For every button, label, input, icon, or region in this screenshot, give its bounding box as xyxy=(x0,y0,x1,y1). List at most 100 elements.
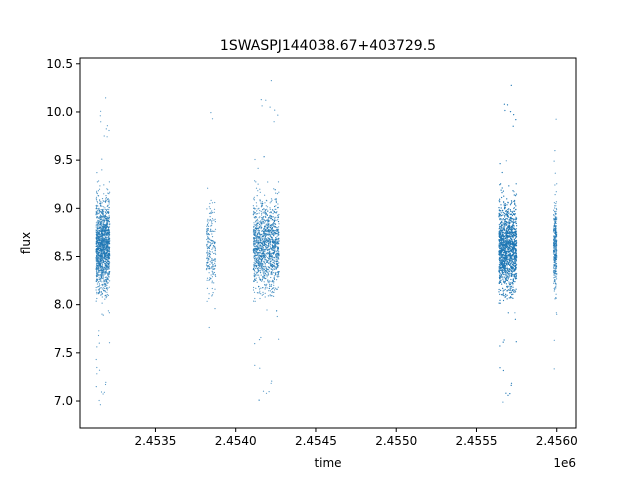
data-point xyxy=(262,272,264,274)
data-point xyxy=(96,246,98,248)
data-point xyxy=(256,236,258,238)
data-point xyxy=(253,250,255,252)
data-point xyxy=(253,224,255,226)
data-point xyxy=(273,210,275,213)
data-point xyxy=(104,207,106,209)
data-point xyxy=(255,239,258,241)
data-point xyxy=(96,216,98,218)
data-point xyxy=(265,255,267,257)
data-point xyxy=(105,224,107,226)
data-point xyxy=(272,209,274,212)
data-point xyxy=(210,228,212,230)
data-point xyxy=(276,279,278,281)
data-point xyxy=(97,265,99,268)
data-point xyxy=(104,266,106,268)
data-point xyxy=(97,286,99,288)
data-point xyxy=(95,280,97,282)
data-point xyxy=(104,283,106,286)
data-point xyxy=(211,210,213,212)
data-point xyxy=(211,242,213,244)
data-point xyxy=(256,271,258,273)
data-point xyxy=(100,201,102,203)
data-point xyxy=(277,260,279,262)
data-point xyxy=(101,261,103,263)
data-point xyxy=(101,267,103,269)
data-point xyxy=(258,264,261,266)
data-point xyxy=(255,187,258,189)
data-point xyxy=(95,231,97,233)
data-point xyxy=(210,274,212,276)
data-point xyxy=(100,248,102,250)
data-point xyxy=(102,259,104,261)
data-point xyxy=(106,211,108,213)
data-point xyxy=(104,257,106,259)
data-point xyxy=(211,240,213,242)
data-point xyxy=(264,222,266,224)
data-point xyxy=(107,223,109,225)
data-point xyxy=(209,253,212,255)
data-point xyxy=(270,198,273,200)
data-point xyxy=(253,266,255,268)
data-point xyxy=(106,245,108,247)
data-point xyxy=(98,223,100,225)
data-point xyxy=(102,260,105,262)
data-point xyxy=(263,219,266,221)
data-point xyxy=(109,253,111,255)
data-point xyxy=(214,258,217,260)
data-point xyxy=(101,313,103,315)
data-point xyxy=(96,181,98,183)
data-point xyxy=(211,230,213,232)
data-point xyxy=(257,248,260,250)
data-point xyxy=(100,241,102,243)
data-point xyxy=(98,239,100,241)
data-point xyxy=(100,110,102,112)
data-point xyxy=(255,273,257,276)
data-point xyxy=(95,198,97,200)
data-point xyxy=(208,279,210,281)
data-point xyxy=(106,278,108,280)
data-point xyxy=(256,245,258,247)
data-point xyxy=(512,286,514,288)
data-point xyxy=(108,203,110,205)
data-point xyxy=(214,259,216,261)
data-point xyxy=(100,272,102,274)
data-point xyxy=(208,238,210,240)
data-point xyxy=(254,212,256,214)
data-point xyxy=(264,194,266,196)
data-point xyxy=(504,288,506,291)
data-point xyxy=(274,248,276,250)
data-point xyxy=(277,214,279,216)
data-point xyxy=(100,247,102,249)
data-point xyxy=(97,260,99,262)
data-point xyxy=(99,115,101,117)
data-point xyxy=(103,257,105,259)
data-point xyxy=(97,228,99,230)
data-point xyxy=(273,252,275,254)
data-point xyxy=(101,198,104,200)
data-point xyxy=(258,256,260,258)
data-point xyxy=(254,267,256,270)
data-point xyxy=(261,267,263,269)
data-point xyxy=(277,272,280,274)
data-point xyxy=(267,279,269,281)
data-point xyxy=(104,254,106,257)
data-point xyxy=(105,233,107,236)
data-point xyxy=(213,282,215,284)
data-point xyxy=(514,228,516,231)
data-point xyxy=(208,247,210,249)
data-point xyxy=(96,221,98,223)
data-point xyxy=(105,213,108,215)
data-point xyxy=(108,267,110,269)
data-point xyxy=(267,226,269,228)
data-point xyxy=(260,272,262,274)
data-point xyxy=(212,245,215,247)
data-point xyxy=(107,250,109,252)
data-point xyxy=(108,220,110,223)
data-point xyxy=(213,271,216,274)
data-point xyxy=(97,233,99,235)
data-point xyxy=(108,193,110,195)
data-point xyxy=(101,202,103,204)
data-point xyxy=(260,255,262,257)
data-point xyxy=(108,226,111,228)
data-point xyxy=(100,253,102,255)
